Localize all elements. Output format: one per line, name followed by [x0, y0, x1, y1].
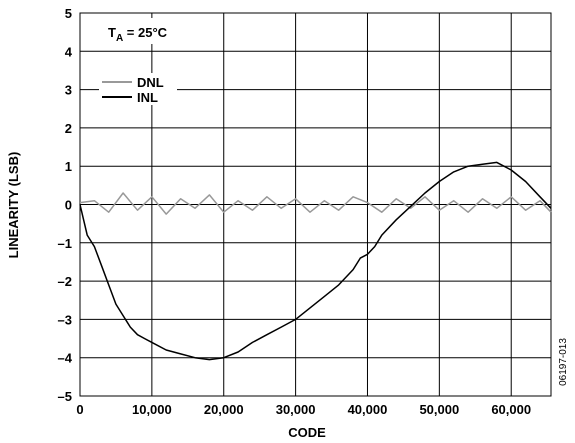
x-axis-title: CODE — [288, 425, 326, 440]
legend-label-dnl: DNL — [137, 75, 164, 90]
temperature-annotation: TA = 25°C — [108, 25, 168, 44]
series-layer — [79, 161, 552, 361]
series-line-inl — [79, 161, 552, 361]
annotation-background — [104, 18, 220, 44]
series-line-dnl — [79, 192, 552, 215]
y-tick-label: –3 — [58, 312, 72, 327]
x-tick-label: 30,000 — [276, 402, 316, 417]
legend-background — [99, 73, 177, 105]
x-tick-label: 50,000 — [419, 402, 459, 417]
y-tick-label: –1 — [58, 236, 72, 251]
x-tick-label: 20,000 — [204, 402, 244, 417]
legend: DNL INL — [99, 73, 177, 105]
figure-id: 06197-013 — [558, 338, 569, 386]
chart-grid — [79, 12, 551, 397]
y-tick-label: 5 — [65, 6, 72, 21]
y-tick-labels: 5 4 3 2 1 0 –1 –2 –3 –4 –5 — [58, 6, 73, 404]
x-tick-label: 10,000 — [132, 402, 172, 417]
y-tick-label: 4 — [65, 44, 73, 59]
x-tick-label: 0 — [76, 402, 83, 417]
y-tick-label: 1 — [65, 159, 72, 174]
y-tick-label: 0 — [65, 198, 72, 213]
x-tick-labels: 0 10,000 20,000 30,000 40,000 50,000 60,000 — [76, 402, 531, 417]
y-tick-label: –2 — [58, 274, 72, 289]
annotation-rest: = 25°C — [123, 25, 167, 40]
y-tick-label: –5 — [58, 389, 72, 404]
x-tick-label: 60,000 — [491, 402, 531, 417]
x-tick-label: 40,000 — [348, 402, 388, 417]
y-axis-title: LINEARITY (LSB) — [6, 152, 21, 259]
annotation-subscript: A — [116, 33, 123, 44]
y-tick-label: –4 — [58, 351, 73, 366]
legend-label-inl: INL — [137, 90, 158, 105]
y-tick-label: 3 — [65, 83, 72, 98]
y-tick-label: 2 — [65, 121, 72, 136]
annotation-symbol: T — [108, 25, 116, 40]
